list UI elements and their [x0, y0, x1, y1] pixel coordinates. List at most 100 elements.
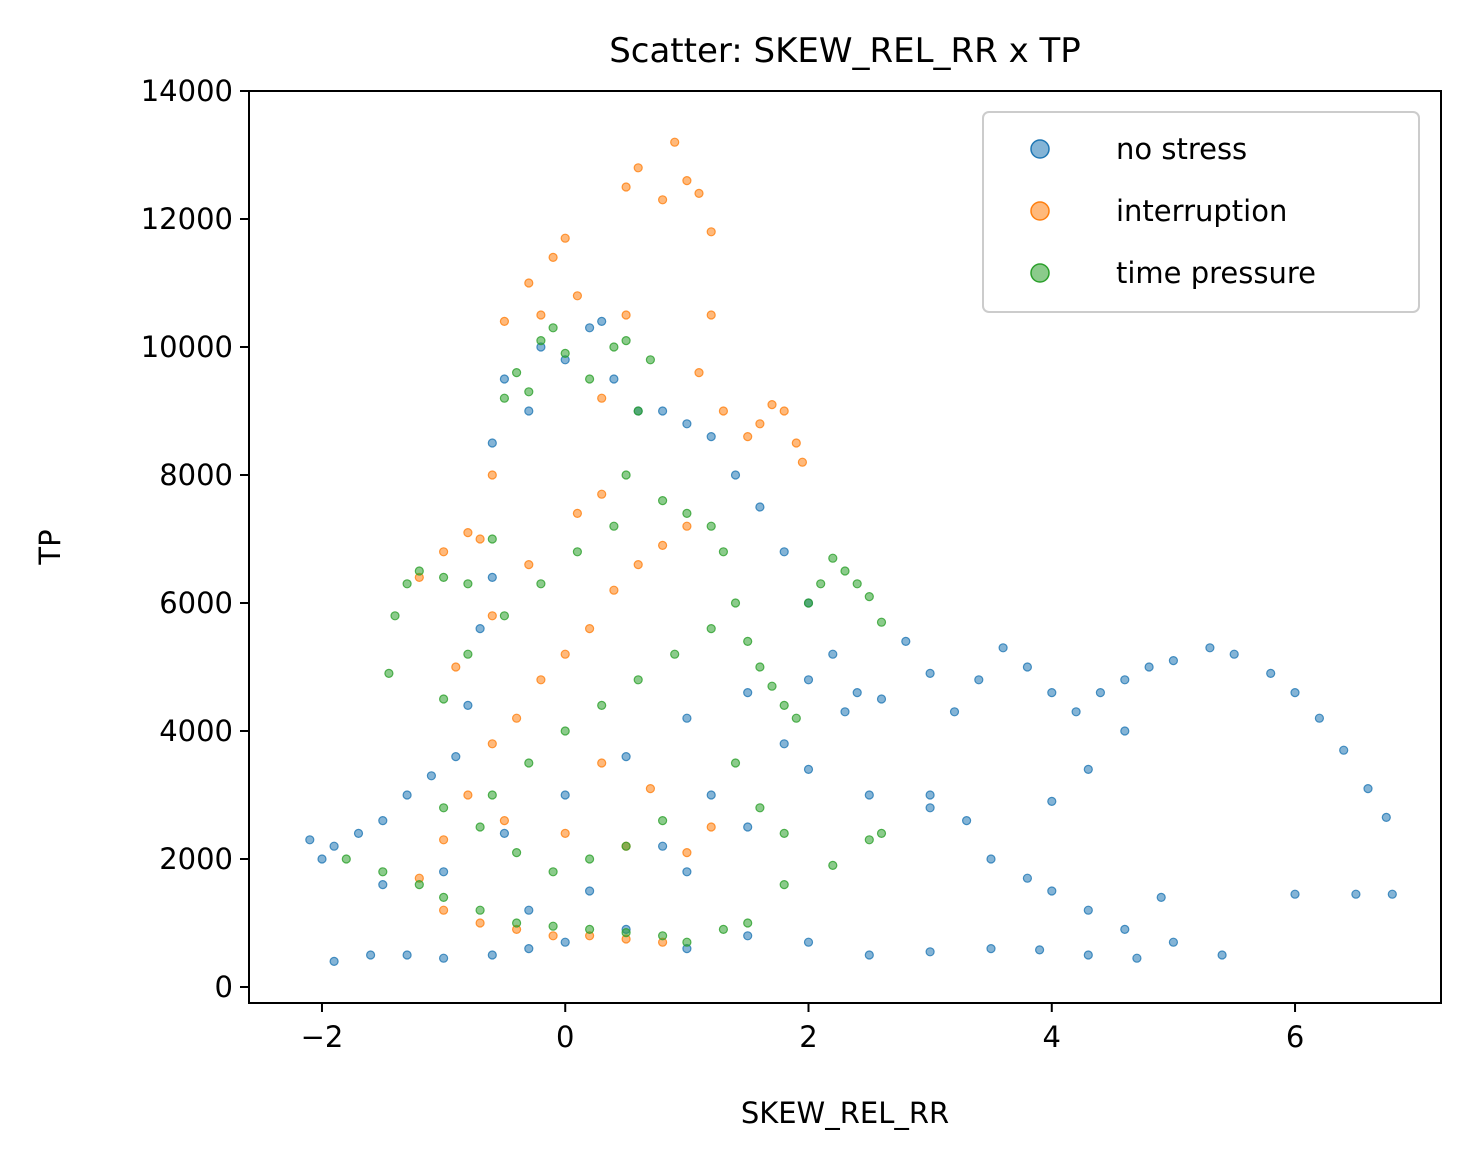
- scatter-point: [791, 438, 801, 448]
- scatter-point: [390, 611, 400, 621]
- scatter-point: [621, 336, 631, 346]
- scatter-point: [657, 406, 668, 416]
- scatter-point: [779, 700, 789, 711]
- scatter-point: [998, 643, 1008, 653]
- legend-box: [982, 111, 1420, 313]
- scatter-point: [828, 553, 838, 563]
- scatter-point: [366, 950, 376, 960]
- scatter-point: [974, 675, 984, 685]
- scatter-point: [463, 649, 473, 659]
- scatter-point: [852, 687, 862, 698]
- scatter-point: [584, 854, 595, 864]
- scatter-point: [439, 953, 449, 963]
- scatter-point: [730, 758, 741, 768]
- legend-label: time pressure: [1116, 256, 1316, 290]
- scatter-point: [439, 905, 449, 915]
- scatter-point: [572, 547, 583, 557]
- scatter-point: [560, 937, 570, 947]
- chart-title: Scatter: SKEW_REL_RR x TP: [609, 31, 1081, 71]
- scatter-point: [426, 771, 436, 781]
- y-tick-label: 2000: [159, 842, 233, 876]
- scatter-point: [341, 854, 351, 864]
- scatter-point: [353, 828, 364, 839]
- scatter-point: [779, 739, 789, 749]
- scatter-point: [1034, 945, 1045, 955]
- scatter-point: [682, 937, 692, 947]
- scatter-point: [621, 470, 631, 480]
- scatter-point: [657, 195, 668, 205]
- scatter-point: [1351, 889, 1361, 899]
- scatter-point: [767, 400, 777, 410]
- scatter-point: [584, 323, 595, 333]
- scatter-point: [633, 559, 643, 570]
- scatter-point: [1381, 812, 1391, 823]
- legend: no stress interruption time pressure: [982, 111, 1420, 313]
- scatter-point: [657, 931, 668, 941]
- scatter-point: [402, 950, 412, 960]
- scatter-point: [682, 419, 692, 429]
- scatter-point: [1266, 668, 1276, 679]
- scatter-point: [560, 649, 570, 659]
- scatter-point: [645, 783, 656, 794]
- legend-label: interruption: [1116, 194, 1287, 228]
- scatter-point: [584, 623, 595, 634]
- scatter-point: [475, 534, 485, 544]
- legend-label: no stress: [1116, 132, 1247, 166]
- scatter-point: [925, 803, 935, 813]
- scatter-point: [1217, 950, 1227, 960]
- scatter-point: [621, 310, 631, 320]
- scatter-point: [925, 790, 935, 800]
- scatter-point: [487, 739, 497, 749]
- scatter-point: [499, 828, 509, 839]
- scatter-point: [609, 374, 619, 384]
- x-tick-label: 6: [1286, 1020, 1304, 1054]
- scatter-point: [633, 163, 643, 173]
- scatter-point: [779, 406, 789, 416]
- scatter-point: [511, 918, 522, 928]
- scatter-point: [633, 675, 643, 685]
- scatter-point: [1022, 662, 1033, 672]
- scatter-point: [791, 713, 801, 723]
- scatter-point: [1387, 889, 1397, 899]
- scatter-point: [682, 521, 692, 531]
- scatter-point: [609, 521, 619, 531]
- scatter-point: [524, 758, 534, 768]
- scatter-point: [487, 790, 497, 800]
- scatter-point: [1339, 745, 1349, 755]
- y-tick-label: 6000: [159, 586, 233, 620]
- scatter-point: [706, 432, 716, 442]
- scatter-point: [548, 323, 558, 333]
- scatter-point: [584, 924, 595, 935]
- scatter-point: [901, 636, 911, 647]
- scatter-point: [451, 662, 461, 672]
- scatter-point: [828, 649, 838, 659]
- scatter-point: [384, 668, 394, 679]
- scatter-point: [536, 675, 546, 685]
- scatter-point: [499, 374, 509, 384]
- scatter-point: [329, 956, 339, 967]
- scatter-point: [463, 527, 473, 538]
- scatter-point: [621, 751, 631, 762]
- y-tick-label: 12000: [141, 202, 233, 236]
- plot-frame: [248, 90, 1442, 1004]
- scatter-point: [439, 694, 449, 704]
- scatter-point: [779, 828, 789, 839]
- scatter-point: [451, 751, 461, 762]
- scatter-point: [463, 579, 473, 589]
- scatter-point: [657, 815, 668, 826]
- scatter-point: [755, 803, 765, 813]
- scatter-point: [1290, 889, 1300, 899]
- scatter-point: [718, 547, 729, 557]
- scatter-point: [524, 905, 534, 915]
- scatter-point: [378, 867, 388, 877]
- scatter-point: [524, 943, 534, 954]
- scatter-point: [718, 924, 729, 935]
- scatter-point: [499, 815, 509, 826]
- scatter-point: [572, 291, 583, 301]
- scatter-point: [560, 348, 570, 358]
- scatter-point: [499, 393, 509, 403]
- scatter-point: [536, 336, 546, 346]
- scatter-point: [864, 790, 874, 800]
- scatter-point: [706, 227, 716, 237]
